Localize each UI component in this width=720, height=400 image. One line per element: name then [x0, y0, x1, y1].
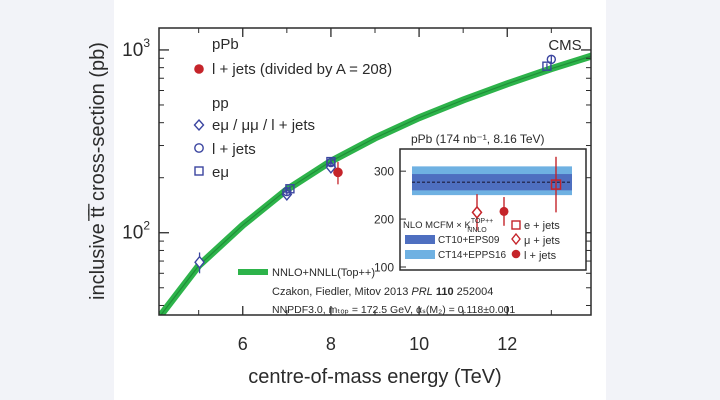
legend-ppb-title: pPb	[212, 36, 239, 53]
inset-legend-mujets-label: μ + jets	[524, 235, 560, 247]
inset-legend-ejets-label: e + jets	[524, 220, 560, 232]
inset-legend-ejets-marker	[511, 220, 521, 230]
legend-emu-mumu-ljets-marker	[193, 118, 205, 132]
legend-ppb-ljets-label: l + jets (divided by A = 208)	[212, 61, 392, 78]
legend-pp-title: pp	[212, 95, 229, 112]
reference-line-1: Czakon, Fiedler, Mitov 2013 PRL 110 2520…	[272, 286, 493, 298]
inset-marker-ejets	[550, 179, 562, 190]
legend-ppb-ljets-marker	[194, 64, 204, 74]
x-tick-label: 10	[409, 334, 429, 354]
plot-frame	[158, 27, 592, 316]
inset-legend-ct10-label: CT10+EPS09	[438, 235, 500, 246]
inset-y-tick-label: 200	[374, 213, 394, 227]
right-margin-band	[606, 0, 720, 400]
inset-y-tick-label: 300	[374, 165, 394, 179]
marker-emu-mumu-ljets	[194, 255, 205, 269]
inset-theory-header: NLO MCFM × KTOP++ NNLO	[403, 218, 493, 234]
inset-title: pPb (174 nb⁻¹, 8.16 TeV)	[411, 132, 545, 146]
inset-marker-mujets	[471, 205, 483, 220]
y-tick-label: 103	[122, 36, 150, 61]
legend-ljets-pp-marker	[194, 143, 204, 153]
legend-emu-marker	[194, 166, 204, 176]
marker-emu	[326, 156, 336, 167]
inset-legend-ljets-label: l + jets	[524, 250, 557, 262]
marker-emu	[285, 184, 295, 194]
theory-central-line	[160, 55, 591, 315]
inset-marker-ljets	[499, 206, 509, 216]
marker-ljets-pp	[282, 186, 292, 197]
y-tick-label: 102	[122, 219, 150, 244]
inset-legend-ljets-marker	[511, 249, 521, 259]
legend-theory-label: NNLO+NNLL(Top++)	[272, 267, 375, 279]
inset-legend-ct10-swatch	[405, 235, 435, 244]
inset-y-tick-label: 100	[374, 261, 394, 275]
inset-legend-ct14-swatch	[405, 250, 435, 259]
legend-emu-mumu-ljets-label: eμ / μμ / l + jets	[212, 117, 315, 134]
inset-legend-mujets-marker	[511, 232, 521, 246]
x-tick-label: 6	[238, 334, 248, 354]
legend-ljets-pp-label: l + jets	[212, 141, 256, 158]
left-margin-band	[0, 0, 114, 400]
marker-ljets-pPb	[333, 167, 343, 178]
inset-legend-ct14-label: CT14+EPPS16	[438, 250, 507, 261]
reference-line-2: NNPDF3.0, mₜₒₚ = 172.5 GeV, αₛ(M₂) = 0.1…	[272, 304, 515, 316]
x-tick-label: 8	[326, 334, 336, 354]
legend-emu-label: eμ	[212, 164, 229, 181]
experiment-label: CMS	[548, 37, 581, 54]
marker-emu	[542, 61, 552, 71]
x-axis-label: centre-of-mass energy (TeV)	[248, 366, 501, 388]
x-tick-label: 12	[497, 334, 517, 354]
y-axis-label: inclusive t̅t̅ cross-section (pb)	[87, 42, 109, 300]
